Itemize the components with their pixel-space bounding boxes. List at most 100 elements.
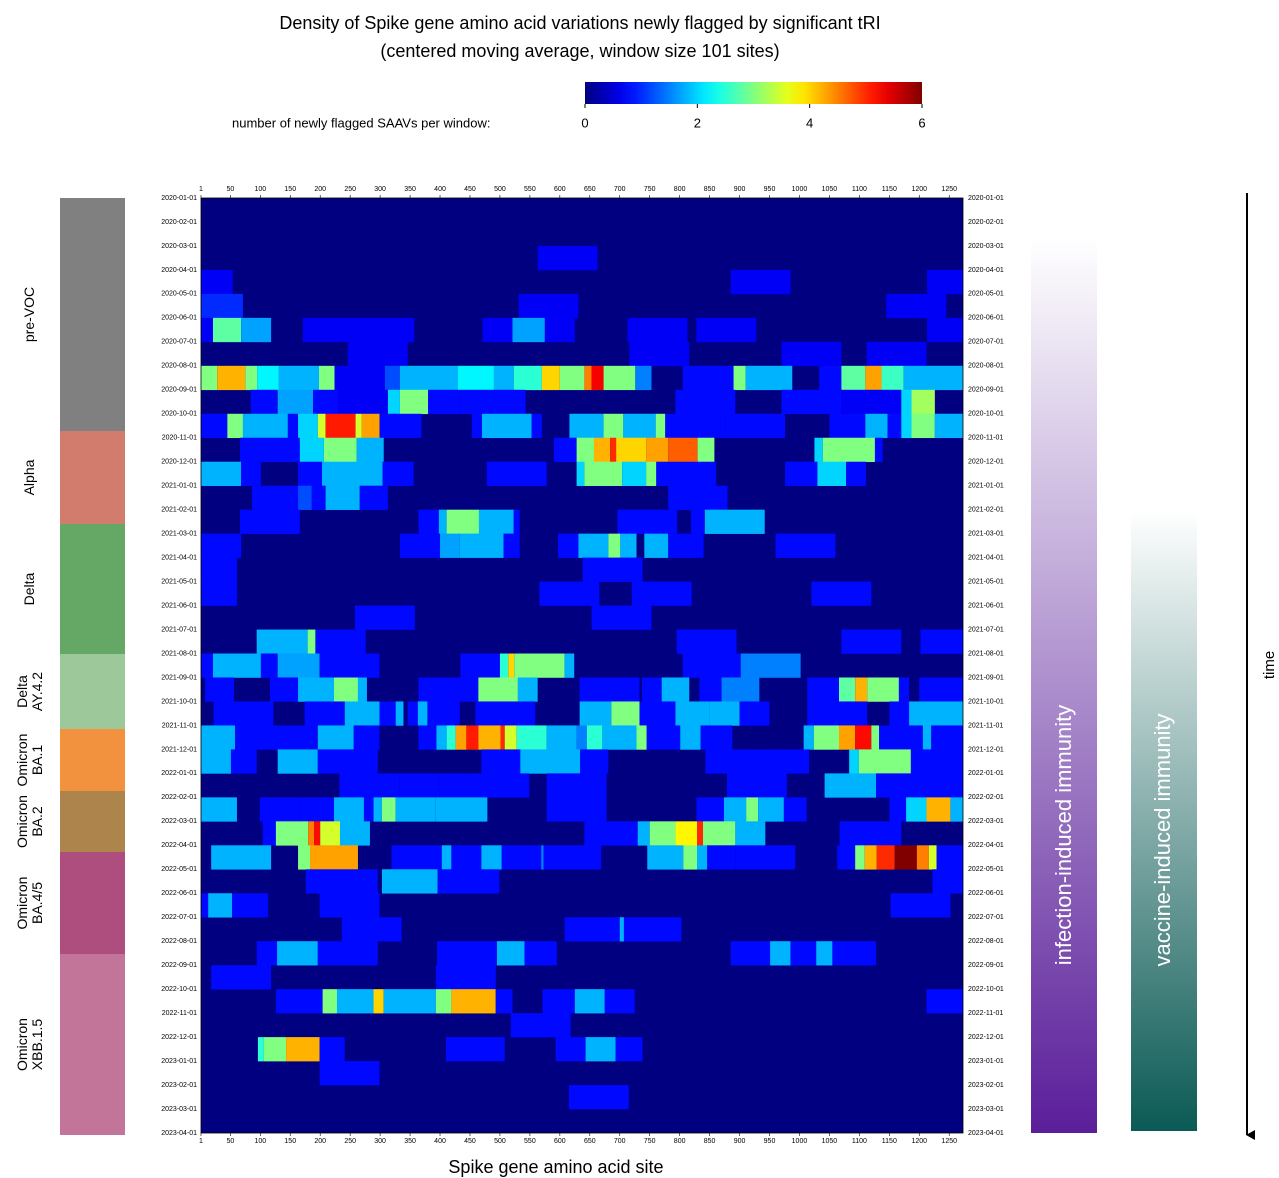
heatmap-cell (516, 725, 547, 750)
heatmap-cell (637, 821, 650, 846)
y-tick-label: 2020-06-01 (161, 315, 197, 322)
heatmap-cell (932, 869, 963, 894)
heatmap-cell (775, 533, 836, 558)
heatmap-cell (257, 365, 279, 391)
heatmap-cell (451, 845, 482, 870)
colorbar-tick-label: 0 (581, 115, 588, 130)
x-tick-label: 1100 (852, 1138, 867, 1145)
colorbar-label: number of newly flagged SAAVs per window… (232, 115, 490, 130)
heatmap-cell (475, 701, 536, 726)
x-tick-label: 1150 (882, 186, 897, 193)
heatmap-cell (298, 413, 318, 439)
x-tick-label: 350 (404, 1138, 416, 1145)
x-tick-label: 1100 (852, 186, 867, 193)
heatmap-cell (201, 893, 209, 918)
heatmap-cell (543, 845, 602, 870)
x-tick-label: 950 (764, 1138, 776, 1145)
heatmap-cell (901, 389, 912, 415)
y-tick-label: 2021-10-01 (968, 698, 1004, 705)
y-tick-label: 2022-04-01 (968, 842, 1004, 849)
lineage-label-line: BA.4/5 (29, 882, 45, 924)
y-tick-label: 2022-03-01 (161, 818, 197, 825)
heatmap-cell (513, 365, 542, 391)
heatmap-cell (418, 677, 479, 702)
heatmap-cell (391, 845, 442, 870)
heatmap-cell (299, 797, 334, 822)
heatmap-cell (839, 821, 902, 846)
heatmap-cell (889, 701, 910, 726)
heatmap-cell (841, 365, 866, 391)
heatmap-cell (822, 437, 875, 463)
lineage-label: pre-VOC (21, 287, 37, 342)
y-tick-label: 2022-10-01 (968, 986, 1004, 993)
heatmap-cell (758, 797, 784, 822)
lineage-label-line: Alpha (21, 459, 37, 495)
heatmap-cell (876, 845, 895, 870)
heatmap-cell (287, 413, 299, 439)
heatmap-cell (707, 845, 736, 870)
heatmap-cell (629, 341, 690, 367)
heatmap-cell (668, 485, 728, 510)
heatmap-cell (387, 389, 400, 415)
y-tick-label: 2022-04-01 (161, 842, 197, 849)
heatmap-cell (807, 701, 868, 726)
heatmap-cell (333, 677, 358, 702)
y-tick-label: 2022-12-01 (161, 1034, 197, 1041)
heatmap-cell (466, 725, 479, 750)
heatmap-cell (399, 533, 441, 558)
x-tick-label: 400 (434, 186, 446, 193)
heatmap-cell (635, 365, 652, 391)
heatmap-cell (438, 509, 447, 534)
heatmap-cell (696, 797, 724, 822)
heatmap-cell (361, 413, 380, 439)
y-tick-label: 2022-12-01 (968, 1034, 1004, 1041)
heatmap-cell (212, 317, 242, 343)
heatmap-cell (615, 1037, 643, 1062)
lineage-band (60, 729, 125, 791)
heatmap-cell (927, 317, 963, 343)
heatmap-cell (668, 437, 698, 463)
heatmap-cell (697, 437, 715, 463)
x-tick-label: 950 (764, 186, 776, 193)
y-tick-label: 2020-06-01 (968, 315, 1004, 322)
heatmap-cell (508, 653, 515, 678)
heatmap-cell (435, 965, 496, 990)
heatmap-cell (275, 821, 309, 846)
heatmap-cell (339, 773, 400, 798)
heatmap-cell (916, 749, 963, 774)
lineage-label-line: AY.4.2 (29, 672, 45, 711)
x-tick-label: 250 (344, 1138, 356, 1145)
heatmap-cell (781, 389, 842, 415)
heatmap-cell (867, 677, 899, 702)
heatmap-cell (546, 725, 577, 750)
heatmap-cell (697, 845, 708, 870)
heatmap-cell (512, 317, 545, 343)
heatmap-cell (578, 533, 609, 558)
heatmap-cell (325, 413, 356, 439)
x-tick-label: 1200 (911, 1138, 927, 1145)
y-tick-label: 2020-02-01 (161, 219, 197, 226)
lineage-label-line: Delta (14, 675, 30, 708)
heatmap-cell (239, 509, 300, 534)
heatmap-cell (623, 917, 682, 942)
y-tick-label: 2020-12-01 (968, 459, 1004, 466)
heatmap-cell (357, 677, 367, 702)
y-tick-label: 2020-05-01 (161, 291, 197, 298)
heatmap-cell (514, 653, 565, 678)
heatmap-cell (338, 389, 388, 415)
heatmap-cell (201, 365, 218, 391)
lineage-band (60, 791, 125, 852)
x-tick-label: 850 (704, 186, 716, 193)
heatmap-cell (435, 989, 452, 1014)
heatmap-cell (576, 461, 585, 486)
heatmap-cell (446, 725, 456, 750)
heatmap-cell (417, 701, 428, 726)
heatmap-cell (916, 845, 929, 870)
heatmap-cell (201, 461, 242, 486)
heatmap-cell (849, 749, 859, 774)
heatmap-cell (217, 365, 246, 391)
heatmap-cell (855, 725, 872, 750)
heatmap-cell (591, 605, 652, 630)
y-tick-label: 2020-12-01 (161, 459, 197, 466)
heatmap-cell (602, 725, 637, 750)
